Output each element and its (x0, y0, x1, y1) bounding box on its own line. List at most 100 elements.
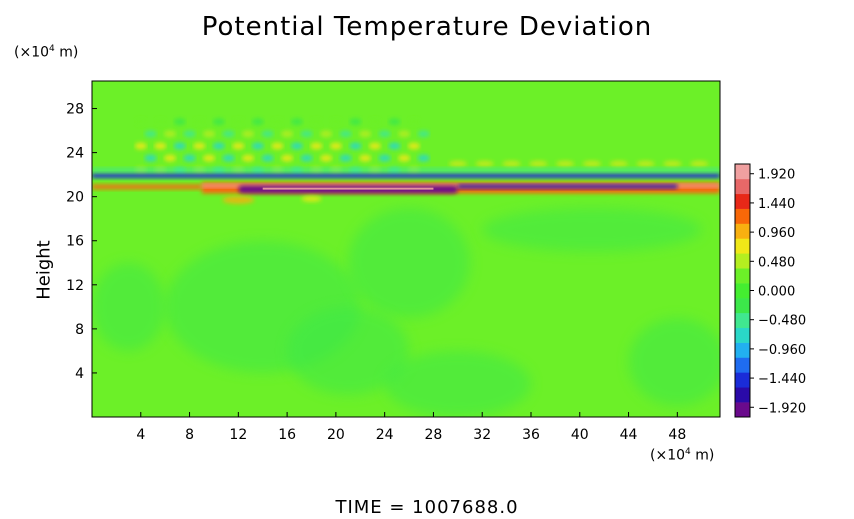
wave-cell (134, 142, 147, 150)
wave-cell (329, 142, 342, 150)
wave-cell (242, 154, 255, 162)
wave-cell (173, 142, 186, 150)
wave-cell (144, 130, 157, 138)
wave-cell (173, 118, 186, 126)
weak-anomaly (287, 306, 410, 395)
wave-cell (378, 154, 391, 162)
cold-core-stripe (262, 187, 434, 190)
wave-cell (417, 130, 430, 138)
wave-cell (290, 142, 303, 150)
weak-anomaly (628, 317, 720, 406)
wave-cell (232, 118, 245, 126)
x-tick-label: 4 (136, 427, 145, 443)
wave-cell (339, 130, 352, 138)
y-tick-label: 12 (66, 278, 84, 294)
colorbar-swatch (735, 357, 750, 373)
cold-band-rim (92, 168, 720, 173)
wave-cell (261, 130, 274, 138)
y-tick-label: 8 (75, 322, 84, 338)
x-tick-label: 32 (473, 427, 491, 443)
colorbar-tick-label: −0.960 (758, 343, 806, 358)
wave-cell (281, 154, 294, 162)
x-tick-label: 40 (571, 427, 589, 443)
wave-cell (502, 160, 521, 167)
x-tick-label: 24 (376, 427, 394, 443)
wave-cell (398, 130, 411, 138)
colorbar-tick-label: −1.440 (758, 372, 806, 387)
wave-cell (203, 154, 216, 162)
warm-anomaly (222, 195, 255, 204)
wave-cell (154, 118, 167, 126)
colorbar-swatch (735, 178, 750, 195)
colorbar-swatch (735, 312, 750, 329)
wave-cell (609, 160, 628, 167)
colorbar-swatch (735, 193, 750, 209)
wave-cell (271, 142, 284, 150)
warm-band-left (92, 184, 202, 190)
x-tick-label: 16 (278, 427, 296, 443)
wave-cell (398, 154, 411, 162)
wave-cell (300, 154, 313, 162)
wave-cell (407, 118, 420, 126)
wave-cell (134, 118, 147, 126)
x-tick-label: 28 (425, 427, 443, 443)
x-tick-label: 36 (522, 427, 540, 443)
wave-cell (183, 154, 196, 162)
wave-cell (242, 130, 255, 138)
wave-cell (251, 142, 264, 150)
wave-cell (556, 160, 575, 167)
colorbar-swatch (735, 297, 750, 314)
colorbar-swatch (735, 372, 750, 388)
y-tick-label: 28 (66, 102, 84, 118)
wave-cell (222, 154, 235, 162)
x-tick-label: 48 (668, 427, 686, 443)
warm-anomaly (301, 195, 322, 202)
y-axis-unit: (×104 m) (14, 44, 79, 61)
x-tick-label: 20 (327, 427, 345, 443)
wave-cell (212, 142, 225, 150)
wave-cell (203, 130, 216, 138)
colorbar-swatch (735, 223, 750, 239)
wave-cell (320, 130, 333, 138)
weak-anomaly (92, 262, 166, 351)
colorbar-tick-label: 0.480 (758, 255, 795, 270)
colorbar-swatch (735, 402, 750, 418)
x-tick-label: 8 (185, 427, 194, 443)
colorbar-swatch (735, 327, 750, 343)
colorbar-swatch (735, 164, 750, 180)
y-tick-label: 4 (75, 366, 84, 382)
wave-cell (222, 130, 235, 138)
cold-band (92, 173, 720, 178)
wave-cell (271, 118, 284, 126)
wave-cell (261, 154, 274, 162)
colorbar-swatch (735, 342, 750, 358)
wave-cell (144, 154, 157, 162)
wave-cell (636, 160, 655, 167)
wave-cell (359, 130, 372, 138)
colorbar-tick-label: −0.480 (758, 314, 806, 329)
wave-cell (690, 160, 709, 167)
colorbar-swatch (735, 208, 750, 224)
wave-cell (417, 154, 430, 162)
colorbar-swatch (735, 387, 750, 403)
wave-cell (339, 154, 352, 162)
chart-title: Potential Temperature Deviation (201, 12, 653, 42)
wave-cell (154, 142, 167, 150)
wave-cell (183, 130, 196, 138)
wave-cell (193, 142, 206, 150)
wave-cell (164, 154, 177, 162)
x-tick-label: 44 (620, 427, 638, 443)
colorbar-tick-label: 0.960 (758, 226, 795, 241)
wave-cell (320, 154, 333, 162)
wave-cell (388, 142, 401, 150)
x-tick-label: 12 (229, 427, 247, 443)
wave-cell (290, 118, 303, 126)
wave-cell (388, 118, 401, 126)
wave-cell (212, 118, 225, 126)
x-axis-unit: (×104 m) (650, 447, 715, 464)
colorbar-tick-label: 1.440 (758, 197, 795, 212)
weak-anomaly (482, 207, 702, 252)
wave-cell (407, 142, 420, 150)
colorbar-tick-label: 1.920 (758, 168, 795, 183)
